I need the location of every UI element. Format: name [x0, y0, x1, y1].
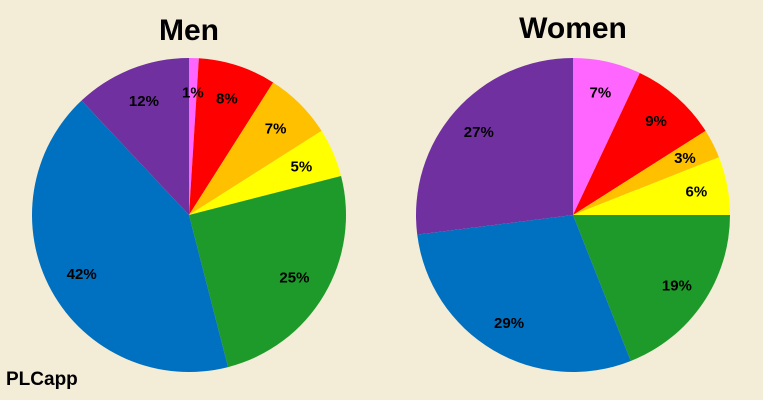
pie-slice: [189, 58, 274, 216]
slice-label: 3%: [674, 150, 696, 167]
pie-chart-men: Men 1% 8% 7% 5% 25% 42% 12%: [31, 14, 347, 373]
brand-label: PLCapp: [6, 369, 78, 390]
slice-label: 5%: [291, 158, 313, 175]
pie-slice: [416, 58, 573, 235]
pie-slice: [189, 175, 347, 368]
pie-slice: [189, 82, 322, 215]
pie-chart-women: Women 7% 9% 3% 6% 19% 29% 27%: [416, 12, 730, 372]
pie-slice: [573, 130, 719, 215]
slice-label: 19%: [662, 278, 692, 295]
pie-slice: [189, 58, 199, 215]
chart-title: Men: [159, 14, 219, 47]
pie-slice: [573, 58, 640, 215]
pie-slice: [81, 58, 189, 215]
pie-slice: [417, 215, 631, 372]
slice-label: 1%: [182, 85, 204, 102]
slice-label: 29%: [494, 315, 524, 332]
slice-label: 7%: [265, 120, 287, 137]
slice-label: 42%: [67, 266, 97, 283]
slice-label: 25%: [279, 269, 309, 286]
slice-label: 6%: [686, 183, 708, 200]
pie-slice: [573, 157, 730, 215]
slice-label: 12%: [129, 93, 159, 110]
pie-slice: [189, 130, 342, 215]
slice-label: 27%: [464, 124, 494, 141]
slice-label: 9%: [645, 113, 667, 130]
chart-title: Women: [519, 12, 627, 45]
pie-slice: [31, 100, 229, 373]
slice-label: 8%: [216, 91, 238, 108]
pie-slice: [573, 72, 706, 215]
pie-slice: [573, 215, 730, 361]
slice-label: 7%: [590, 84, 612, 101]
